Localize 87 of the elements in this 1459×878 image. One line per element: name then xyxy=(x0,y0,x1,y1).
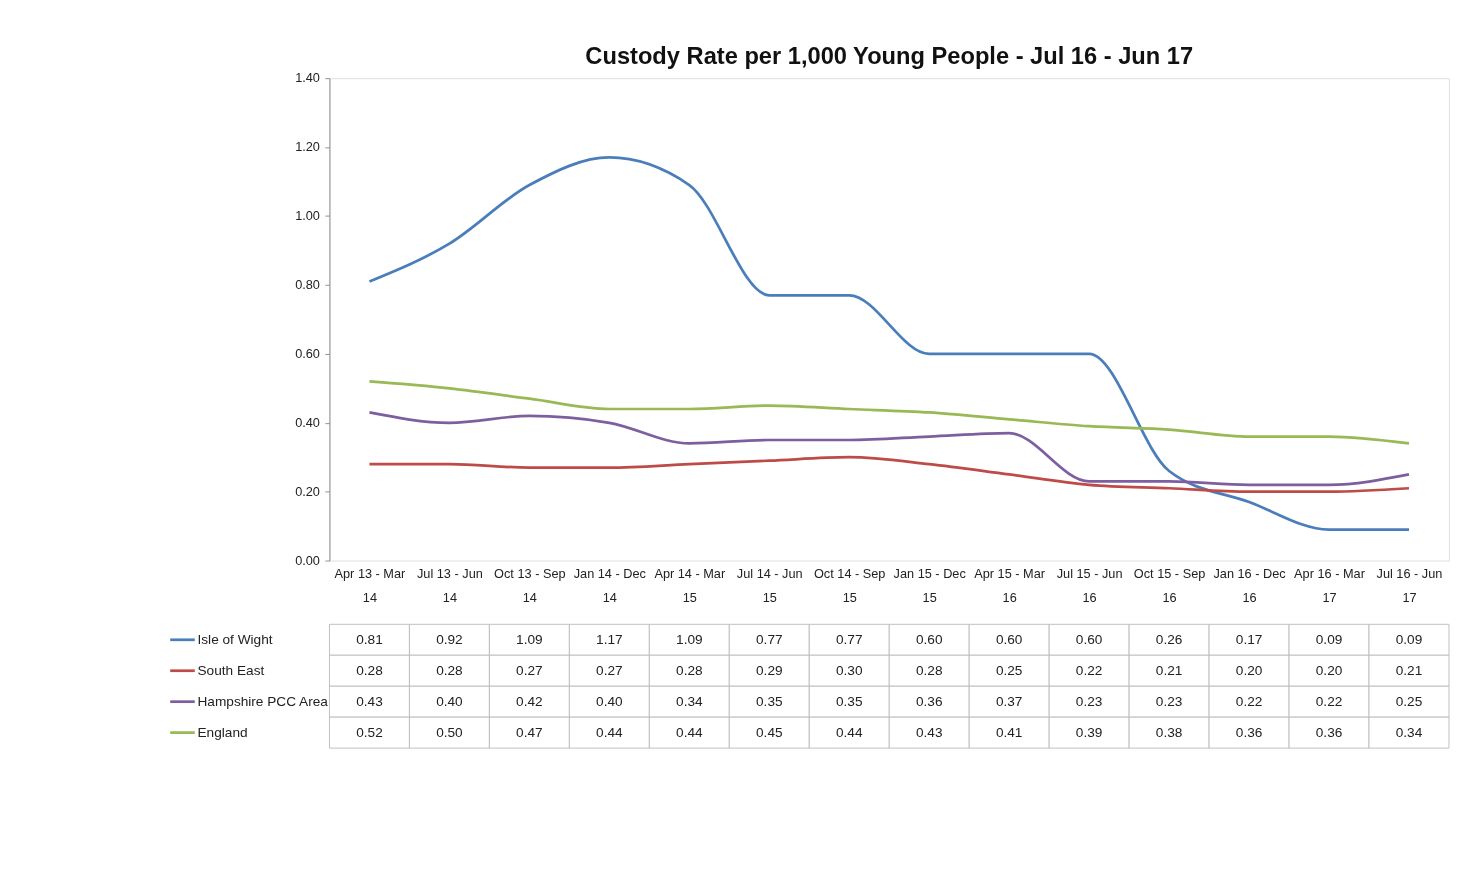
y-tick-label: 1.20 xyxy=(295,139,320,155)
x-tick-label: Oct 15 - Sep 16 xyxy=(1133,566,1206,606)
data-label: 0.43 xyxy=(356,694,383,710)
data-label: 0.37 xyxy=(995,694,1023,710)
data-label: 0.09 xyxy=(1315,632,1343,648)
legend-label: Isle of Wight xyxy=(197,632,273,648)
data-label: 0.38 xyxy=(1155,725,1183,741)
data-label: 0.50 xyxy=(436,725,464,741)
y-tick-label: 0.20 xyxy=(295,483,320,499)
data-label: 0.60 xyxy=(995,632,1023,648)
line-series xyxy=(368,455,1411,494)
y-tick-label: 0.80 xyxy=(295,277,320,293)
data-label: 0.60 xyxy=(915,632,943,648)
data-label: 0.35 xyxy=(835,694,863,710)
data-label: 0.36 xyxy=(915,694,943,710)
data-label: 0.20 xyxy=(1235,663,1263,679)
y-tick-label: 1.00 xyxy=(295,208,320,224)
data-label: 0.41 xyxy=(995,725,1023,741)
legend-label: England xyxy=(197,725,248,741)
data-label: 0.44 xyxy=(596,725,624,741)
x-tick-label: Jul 15 - Jun 16 xyxy=(1056,566,1123,606)
x-tick-label: Oct 13 - Sep 14 xyxy=(494,566,566,606)
data-label: 0.27 xyxy=(516,663,543,679)
data-label: 0.23 xyxy=(1155,694,1183,710)
x-tick-label: Apr 13 - Mar 14 xyxy=(334,566,407,606)
data-label: 0.09 xyxy=(1395,632,1423,648)
data-label: 0.34 xyxy=(676,694,703,710)
y-tick-label: 1.40 xyxy=(295,70,320,86)
data-label: 0.40 xyxy=(436,694,464,710)
x-tick-label: Apr 16 - Mar 17 xyxy=(1294,566,1366,606)
data-label: 0.28 xyxy=(915,663,943,679)
y-tick-label: 0.00 xyxy=(295,552,320,568)
data-label: 0.21 xyxy=(1155,663,1183,679)
data-label: 0.28 xyxy=(436,663,463,679)
data-label: 0.52 xyxy=(356,725,383,741)
data-label: 0.43 xyxy=(915,725,943,741)
data-label: 0.81 xyxy=(356,632,383,648)
x-tick-label: Oct 14 - Sep 15 xyxy=(813,566,886,606)
data-label: 0.39 xyxy=(1075,725,1103,741)
data-label: 0.44 xyxy=(835,725,863,741)
data-label: 0.45 xyxy=(756,725,783,741)
data-label: 0.27 xyxy=(596,663,623,679)
line-series xyxy=(368,411,1411,487)
y-tick-label: 0.60 xyxy=(295,345,320,361)
x-tick-label: Apr 14 - Mar 15 xyxy=(654,566,726,606)
x-tick-label: Jul 13 - Jun 14 xyxy=(416,566,483,606)
x-tick-label: Jul 16 - Jun 17 xyxy=(1376,566,1443,606)
data-label: 0.21 xyxy=(1395,663,1423,679)
data-label: 0.77 xyxy=(756,632,783,648)
data-label: 0.40 xyxy=(596,694,624,710)
data-label: 0.20 xyxy=(1315,663,1343,679)
data-label: 0.22 xyxy=(1235,694,1263,710)
data-label: 0.26 xyxy=(1155,632,1183,648)
data-label: 0.29 xyxy=(756,663,783,679)
data-label: 0.35 xyxy=(756,694,783,710)
data-label: 0.28 xyxy=(676,663,703,679)
data-label: 0.42 xyxy=(516,694,543,710)
line-series xyxy=(368,380,1411,445)
data-label: 0.60 xyxy=(1075,632,1103,648)
data-label: 0.36 xyxy=(1315,725,1343,741)
data-label: 1.09 xyxy=(516,632,543,648)
data-label: 0.30 xyxy=(835,663,863,679)
chart-title: Custody Rate per 1,000 Young People - Jul 16 - Jun 17 xyxy=(585,42,1194,69)
data-label: 1.17 xyxy=(596,632,623,648)
x-tick-label: Jan 14 - Dec 14 xyxy=(573,566,647,606)
x-tick-label: Jan 16 - Dec 16 xyxy=(1213,566,1287,606)
legend-label: Hampshire PCC Area xyxy=(197,694,329,710)
x-tick-label: Jan 15 - Dec 15 xyxy=(893,566,967,606)
data-label: 0.28 xyxy=(356,663,383,679)
data-label: 1.09 xyxy=(676,632,703,648)
data-label: 0.34 xyxy=(1395,725,1423,741)
x-tick-label: Jul 14 - Jun 15 xyxy=(736,566,803,606)
data-label: 0.17 xyxy=(1235,632,1263,648)
data-label: 0.77 xyxy=(835,632,863,648)
data-label: 0.22 xyxy=(1315,694,1343,710)
data-label: 0.92 xyxy=(436,632,463,648)
data-label: 0.25 xyxy=(995,663,1023,679)
data-label: 0.22 xyxy=(1075,663,1103,679)
data-label: 0.44 xyxy=(676,725,703,741)
data-label: 0.36 xyxy=(1235,725,1263,741)
data-label: 0.23 xyxy=(1075,694,1103,710)
data-label: 0.25 xyxy=(1395,694,1423,710)
legend-label: South East xyxy=(197,663,265,679)
y-tick-label: 0.40 xyxy=(295,414,320,430)
line-series xyxy=(368,156,1411,531)
data-label: 0.47 xyxy=(516,725,543,741)
x-tick-label: Apr 15 - Mar 16 xyxy=(974,566,1046,606)
